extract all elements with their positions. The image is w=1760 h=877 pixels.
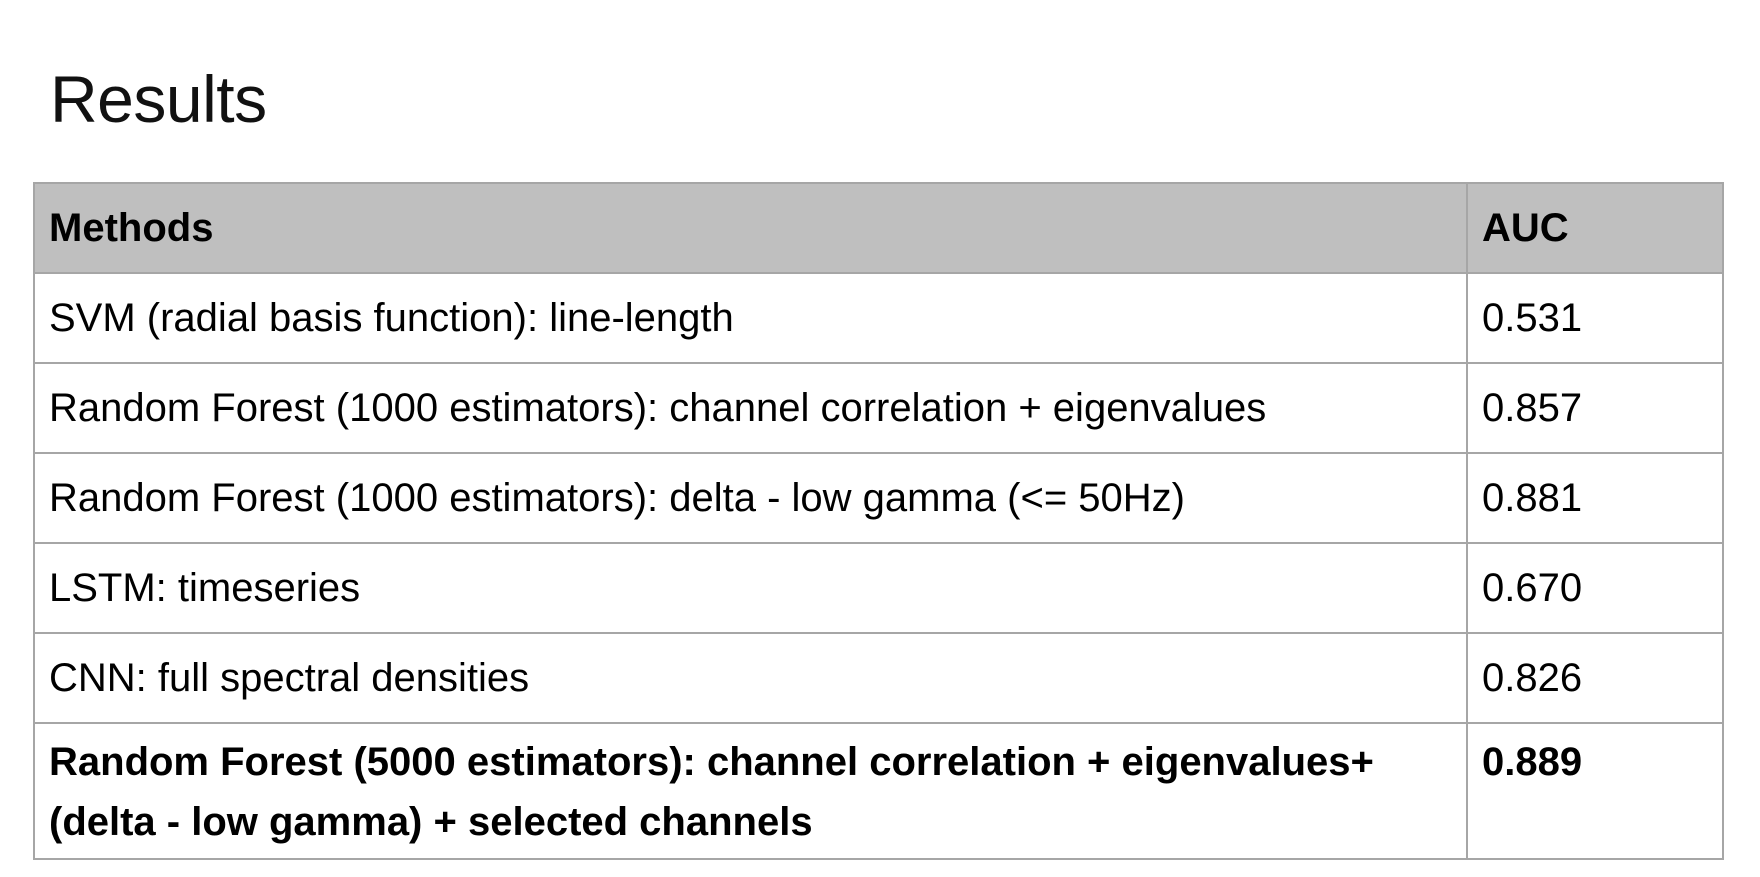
- method-cell: LSTM: timeseries: [33, 542, 1468, 634]
- table-row: LSTM: timeseries 0.670: [33, 542, 1724, 634]
- auc-cell: 0.826: [1466, 632, 1724, 724]
- method-cell: SVM (radial basis function): line-length: [33, 272, 1468, 364]
- auc-cell: 0.857: [1466, 362, 1724, 454]
- table-row-best-result: Random Forest (5000 estimators): channel…: [33, 722, 1724, 860]
- method-cell: Random Forest (1000 estimators): delta -…: [33, 452, 1468, 544]
- table-row: SVM (radial basis function): line-length…: [33, 272, 1724, 364]
- slide-title: Results: [50, 62, 267, 136]
- table-row: Random Forest (1000 estimators): delta -…: [33, 452, 1724, 544]
- auc-cell: 0.881: [1466, 452, 1724, 544]
- results-table: Methods AUC SVM (radial basis function):…: [33, 182, 1724, 860]
- column-header-auc: AUC: [1466, 182, 1724, 274]
- table-row: CNN: full spectral densities 0.826: [33, 632, 1724, 724]
- method-cell: CNN: full spectral densities: [33, 632, 1468, 724]
- table-row: Random Forest (1000 estimators): channel…: [33, 362, 1724, 454]
- auc-cell: 0.670: [1466, 542, 1724, 634]
- auc-cell: 0.531: [1466, 272, 1724, 364]
- auc-cell: 0.889: [1466, 722, 1724, 860]
- column-header-methods: Methods: [33, 182, 1468, 274]
- method-cell: Random Forest (5000 estimators): channel…: [33, 722, 1468, 860]
- table-header-row: Methods AUC: [33, 182, 1724, 274]
- method-cell: Random Forest (1000 estimators): channel…: [33, 362, 1468, 454]
